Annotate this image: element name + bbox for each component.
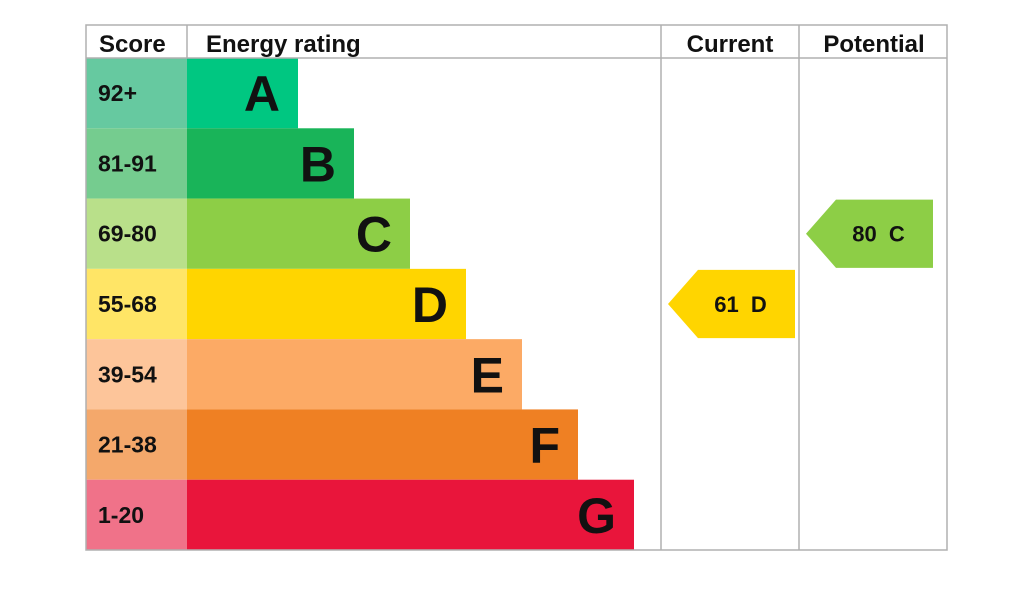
band-bar-f (187, 409, 578, 480)
header-energy-rating: Energy rating (206, 31, 361, 58)
band-letter-e: E (471, 347, 504, 403)
score-cell-g (86, 479, 187, 550)
band-row-d: 55-68 D (86, 268, 466, 340)
band-row-b: 81-91 B (86, 128, 354, 199)
header-potential: Potential (823, 31, 924, 58)
header-current: Current (687, 31, 774, 58)
score-cell-e (86, 339, 187, 410)
band-bar-a (187, 58, 298, 129)
rating-indicators: 61 D 80 C (668, 199, 933, 339)
band-bar-b (187, 128, 354, 199)
score-label-a: 92+ (98, 80, 137, 106)
score-label-e: 39-54 (98, 361, 157, 387)
score-label-c: 69-80 (98, 221, 157, 247)
band-bar-g (187, 479, 634, 550)
band-bar-e (187, 339, 522, 410)
band-row-a: 92+ A (86, 58, 298, 129)
band-letter-f: F (529, 418, 560, 474)
score-cell-d (86, 268, 187, 340)
score-label-f: 21-38 (98, 432, 157, 458)
potential-rating-label: 80 C (852, 222, 905, 247)
score-cell-b (86, 128, 187, 199)
header-row: Score Energy rating Current Potential (99, 31, 925, 58)
score-label-g: 1-20 (98, 502, 144, 528)
current-rating-label: 61 D (714, 292, 767, 317)
current-rating-arrow (668, 269, 795, 339)
score-cell-c (86, 198, 187, 269)
score-cell-a (86, 58, 187, 129)
band-letter-a: A (244, 66, 280, 122)
potential-rating-arrow (806, 199, 933, 268)
band-letter-b: B (300, 136, 336, 192)
band-letter-c: C (356, 207, 392, 263)
table-grid (85, 24, 948, 551)
band-row-e: 39-54 E (86, 339, 522, 410)
band-row-c: 69-80 C (86, 198, 410, 269)
band-letter-g: G (577, 488, 616, 544)
header-score: Score (99, 31, 166, 58)
rating-bands: 92+ A 81-91 B 69-80 C 55-68 D 39-54 E 21-38 F 1-20 G (86, 58, 634, 550)
band-letter-d: D (412, 277, 448, 333)
score-label-d: 55-68 (98, 291, 157, 317)
score-label-b: 81-91 (98, 150, 157, 176)
band-row-f: 21-38 F (86, 409, 578, 480)
band-bar-d (187, 268, 466, 340)
score-cell-f (86, 409, 187, 480)
current-rating: 61 D (668, 269, 795, 339)
band-bar-c (187, 198, 410, 269)
potential-rating: 80 C (806, 199, 933, 268)
band-row-g: 1-20 G (86, 479, 634, 550)
